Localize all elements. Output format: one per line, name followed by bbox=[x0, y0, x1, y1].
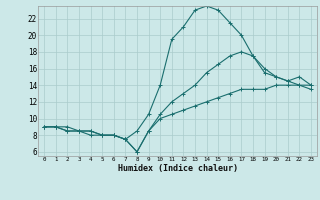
X-axis label: Humidex (Indice chaleur): Humidex (Indice chaleur) bbox=[118, 164, 238, 173]
